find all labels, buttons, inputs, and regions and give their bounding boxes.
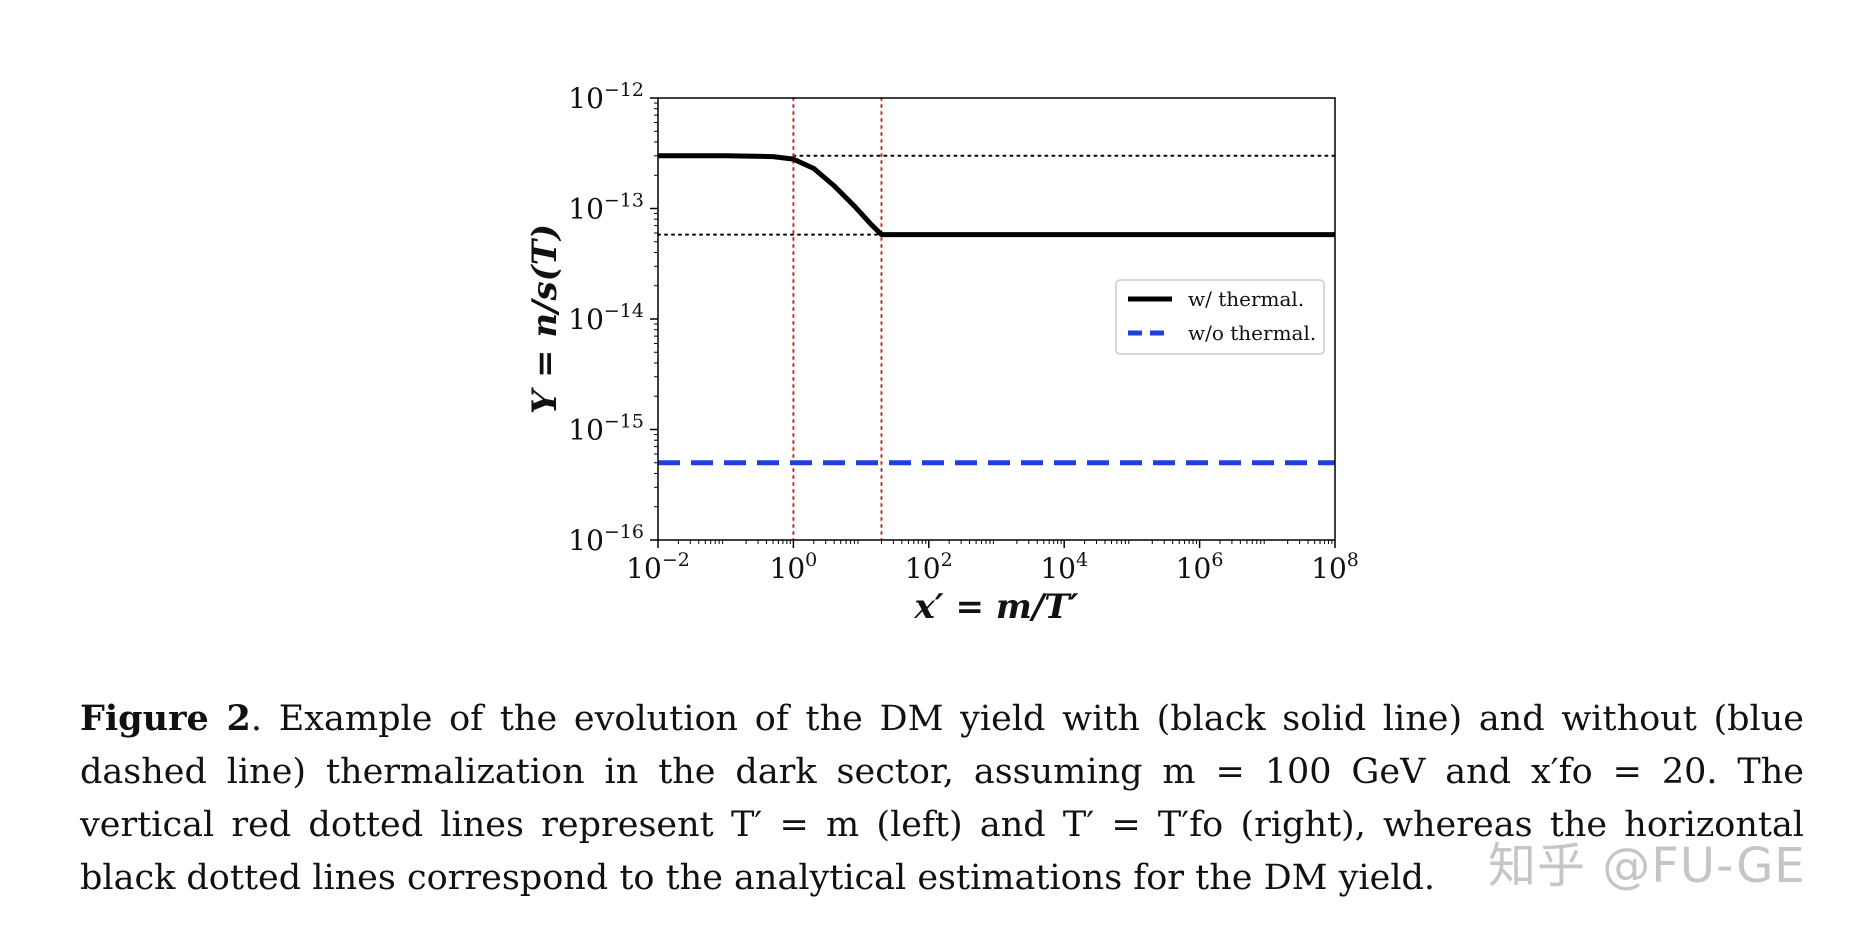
x-tick-label-2: 102: [905, 549, 953, 585]
y-tick-label-4: 10−16: [568, 521, 644, 557]
y-tick-label-3: 10−15: [568, 411, 644, 447]
figure-label: Figure 2: [80, 698, 251, 739]
yield-chart: 10−2 100 102 104 106 108 10−12 10−13 10−14 10−15 1…: [525, 79, 1359, 627]
figure-caption: Figure 2. Example of the evolution of th…: [80, 692, 1804, 905]
y-tick-label-0: 10−12: [568, 79, 644, 115]
y-tick-label-2: 10−14: [568, 300, 644, 336]
x-tick-label-0: 10−2: [626, 549, 690, 585]
y-tick-label-1: 10−13: [568, 190, 644, 226]
series-line-0: [658, 153, 1335, 238]
x-tick-label-4: 106: [1176, 549, 1224, 585]
x-tick-label-3: 104: [1040, 549, 1088, 585]
x-axis-label: x′ = m/T′: [913, 587, 1078, 627]
watermark: 知乎 @FU-GE: [1488, 838, 1806, 894]
y-axis-label: Y = n/s(T): [525, 224, 565, 414]
legend-label-1: w/o thermal.: [1188, 321, 1316, 345]
figure: 10−2 100 102 104 106 108 10−12 10−13 10−14 10−15 1…: [525, 79, 1359, 627]
x-tick-label-1: 100: [770, 549, 818, 585]
x-tick-label-5: 108: [1311, 549, 1359, 585]
legend: w/ thermal. w/o thermal.: [1115, 279, 1325, 355]
caption-text: . Example of the evolution of the DM yie…: [80, 699, 1805, 898]
legend-label-0: w/ thermal.: [1188, 287, 1304, 311]
